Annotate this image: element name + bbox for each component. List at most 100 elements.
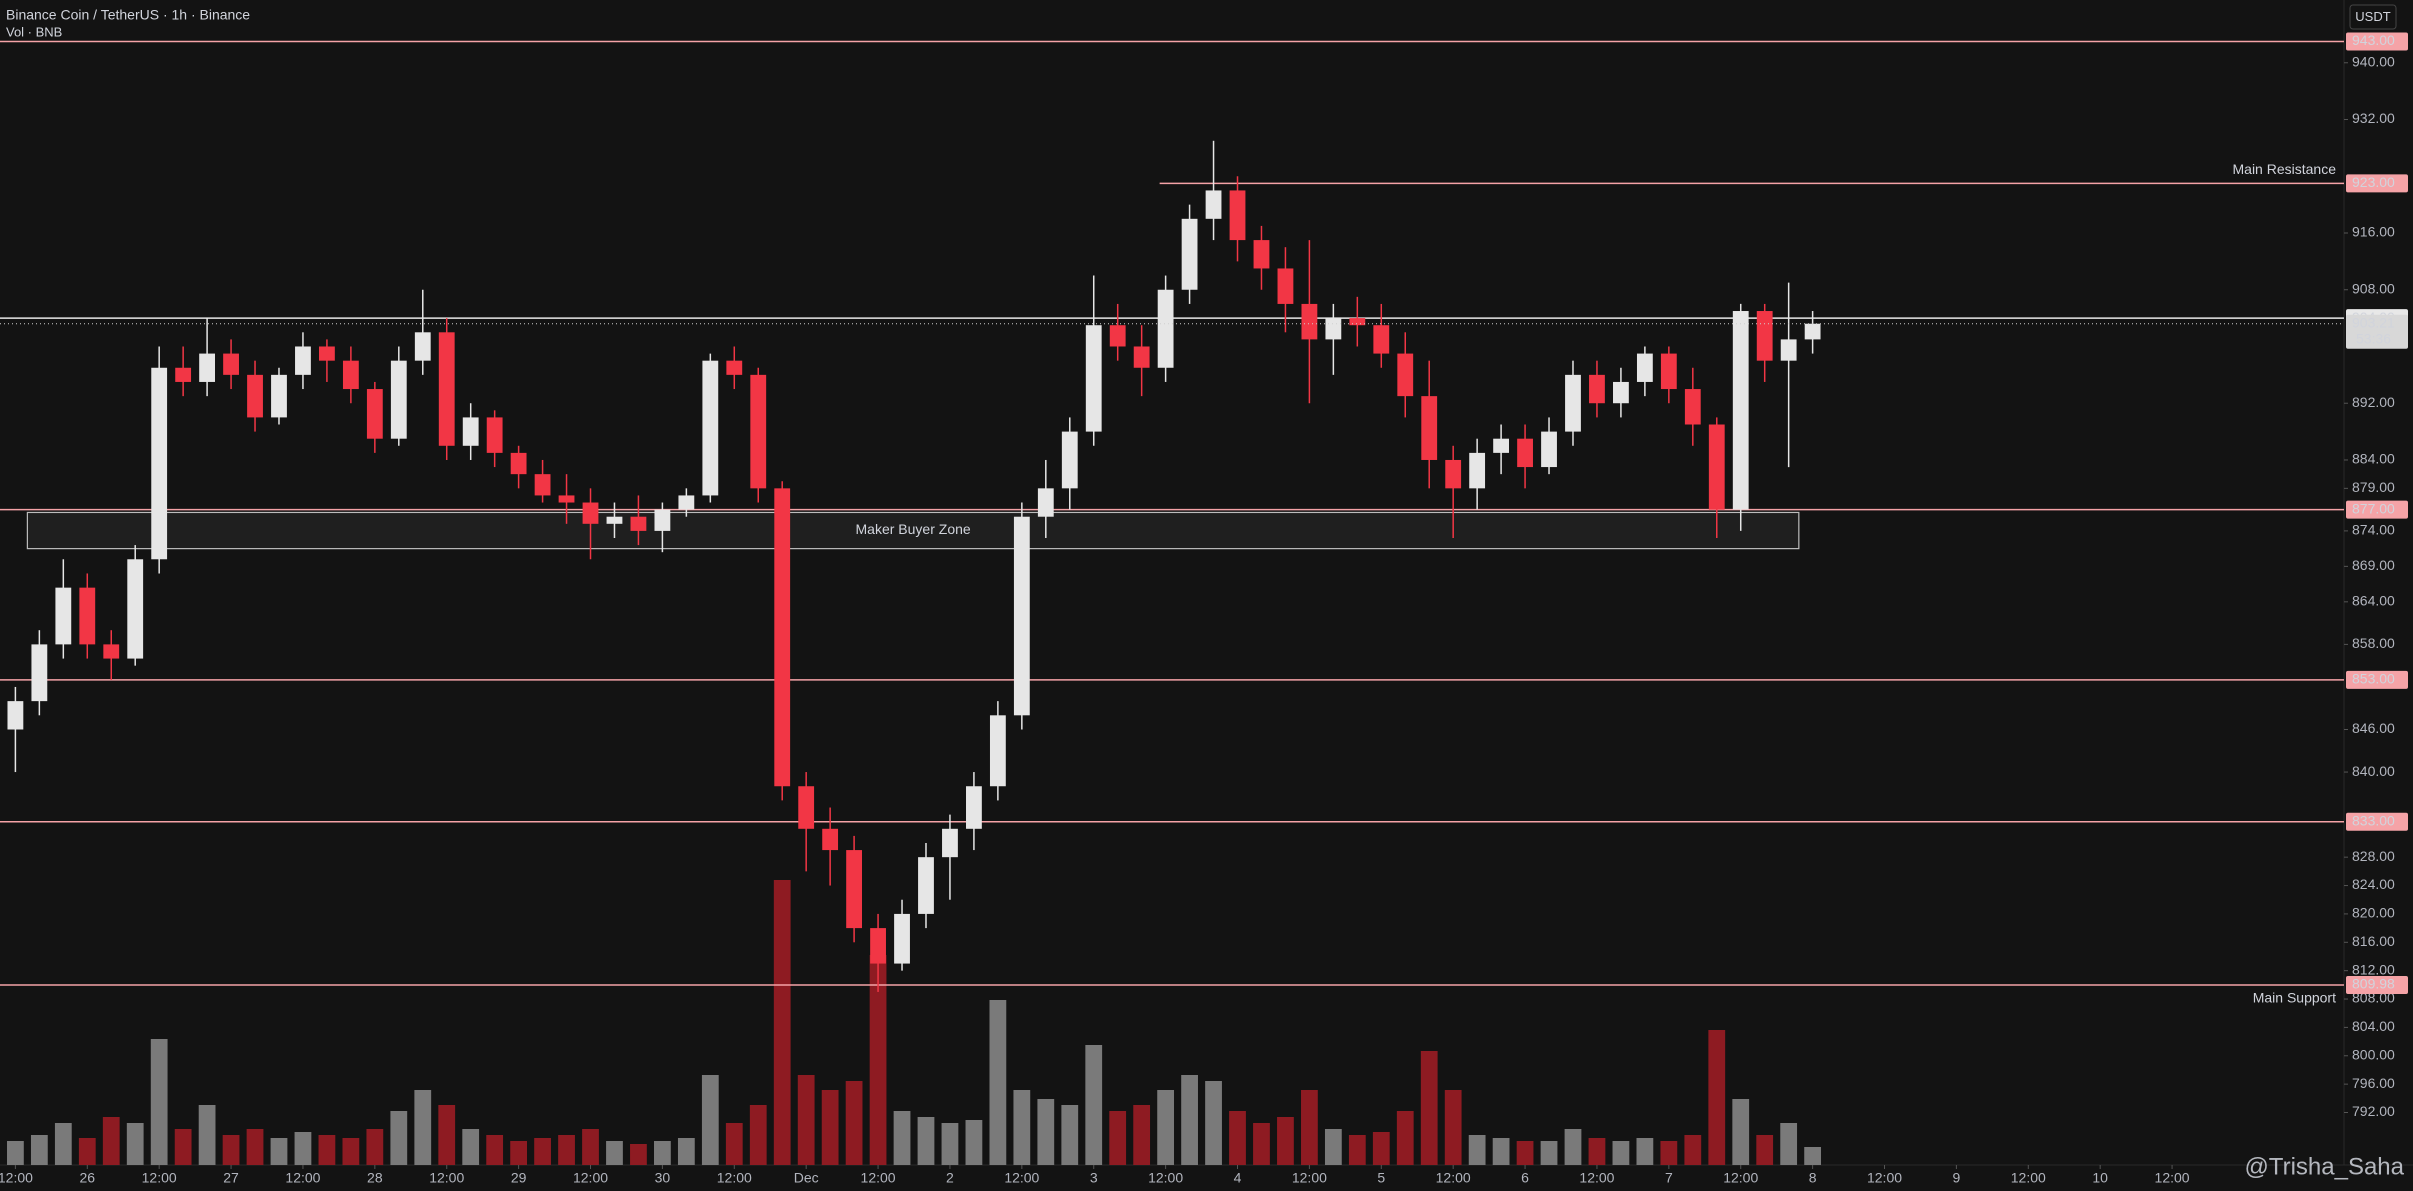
level-tag xyxy=(2346,174,2408,193)
candle-body xyxy=(319,346,335,361)
x-tick-label: 27 xyxy=(223,1170,239,1186)
candle-body xyxy=(438,332,455,446)
volume-bar xyxy=(1109,1111,1127,1165)
candle-body xyxy=(127,559,144,659)
volume-bar xyxy=(30,1135,48,1165)
candle-body xyxy=(1613,381,1629,404)
y-tick-label: 940.00 xyxy=(2352,53,2395,69)
volume-bar xyxy=(438,1105,456,1165)
candle-body xyxy=(1541,431,1557,468)
level-tag-label: 853.00 xyxy=(2352,671,2395,687)
volume-bar xyxy=(582,1129,599,1165)
candle-body xyxy=(510,452,527,475)
volume-bar xyxy=(1804,1147,1822,1165)
currency-label[interactable]: USDT xyxy=(2355,9,2390,24)
x-tick-label: 12:00 xyxy=(1436,1170,1471,1186)
volume-bar xyxy=(390,1111,408,1165)
level-tag xyxy=(2346,670,2408,689)
candle-body xyxy=(1756,311,1773,361)
candle-body xyxy=(390,360,407,439)
candle-body xyxy=(654,509,671,531)
volume-bar xyxy=(1133,1105,1151,1165)
candle-body xyxy=(1517,438,1533,468)
volume-bar xyxy=(1229,1111,1246,1165)
volume-bar xyxy=(1564,1129,1582,1165)
y-tick-label: 916.00 xyxy=(2352,224,2395,240)
volume-bar xyxy=(677,1138,695,1165)
candle-body xyxy=(918,857,934,914)
candle-body xyxy=(1636,353,1653,382)
volume-bar xyxy=(989,1000,1007,1165)
candle-body xyxy=(175,367,192,382)
candle-body xyxy=(558,495,575,503)
candle-body xyxy=(1325,318,1342,340)
candle-body xyxy=(7,701,24,730)
volume-bar xyxy=(1348,1135,1366,1165)
x-tick-label: 12:00 xyxy=(429,1170,464,1186)
candle-body xyxy=(798,786,815,829)
candle-body xyxy=(79,587,96,645)
x-tick-label: 12:00 xyxy=(1867,1170,1902,1186)
volume-bar xyxy=(1205,1081,1222,1165)
candle-body xyxy=(462,417,479,446)
y-tick-label: 840.00 xyxy=(2352,763,2395,779)
volume-bar xyxy=(1732,1099,1750,1165)
volume-bar xyxy=(1301,1090,1318,1165)
volume-bar xyxy=(1157,1090,1175,1165)
level-tag xyxy=(2346,32,2408,51)
volume-bar xyxy=(869,955,887,1165)
volume-bar xyxy=(1037,1099,1055,1165)
candle-body xyxy=(1061,431,1078,489)
volume-bar xyxy=(1444,1090,1462,1165)
volume-bar xyxy=(1684,1135,1702,1165)
volume-bar xyxy=(558,1135,575,1165)
x-tick-label: 7 xyxy=(1665,1170,1673,1186)
chart-subtitle: Vol · BNB xyxy=(6,24,62,39)
volume-bar xyxy=(1516,1141,1534,1165)
candle-body xyxy=(942,828,958,858)
y-tick-label: 828.00 xyxy=(2352,848,2395,864)
volume-bar xyxy=(1468,1135,1486,1165)
candle-body xyxy=(1565,374,1581,432)
currency-button[interactable] xyxy=(2349,4,2397,30)
x-tick-label: 12:00 xyxy=(0,1170,33,1186)
candle-body xyxy=(414,332,431,361)
volume-bar xyxy=(1588,1138,1606,1165)
volume-bar xyxy=(198,1105,216,1165)
candle-body xyxy=(1780,339,1797,361)
y-tick-label: 792.00 xyxy=(2352,1103,2395,1119)
x-tick-label: 12:00 xyxy=(717,1170,752,1186)
zone-label: Maker Buyer Zone xyxy=(856,521,971,537)
candle-body xyxy=(1684,389,1701,425)
candle-body xyxy=(366,389,383,439)
x-tick-label: 12:00 xyxy=(2155,1170,2190,1186)
volume-bar xyxy=(725,1123,743,1165)
candle-body xyxy=(1229,190,1246,241)
candle-body xyxy=(726,360,743,375)
volume-bar xyxy=(917,1117,935,1165)
volume-bar xyxy=(534,1138,551,1165)
volume-bar xyxy=(749,1105,767,1165)
volume-bar xyxy=(1420,1051,1438,1165)
volume-bar xyxy=(1612,1141,1630,1165)
volume-bar xyxy=(1372,1132,1390,1165)
candle-body xyxy=(103,644,120,659)
level-tag xyxy=(2346,975,2408,994)
volume-bar xyxy=(414,1090,432,1165)
volume-bar xyxy=(797,1075,815,1165)
candle-body xyxy=(1804,323,1821,340)
level-tag xyxy=(2346,500,2408,519)
candle-body xyxy=(534,474,551,496)
y-tick-label: 884.00 xyxy=(2352,451,2395,467)
y-tick-label: 804.00 xyxy=(2352,1018,2395,1034)
candle-body xyxy=(247,374,263,418)
volume-bar xyxy=(845,1081,863,1165)
volume-bar xyxy=(486,1135,504,1165)
volume-bar xyxy=(941,1123,959,1165)
candle-body xyxy=(1397,353,1414,397)
candle-body xyxy=(846,850,863,929)
x-tick-label: 9 xyxy=(1953,1170,1961,1186)
candle-body xyxy=(223,353,239,375)
level-tag-label: 809.98 xyxy=(2352,976,2395,992)
